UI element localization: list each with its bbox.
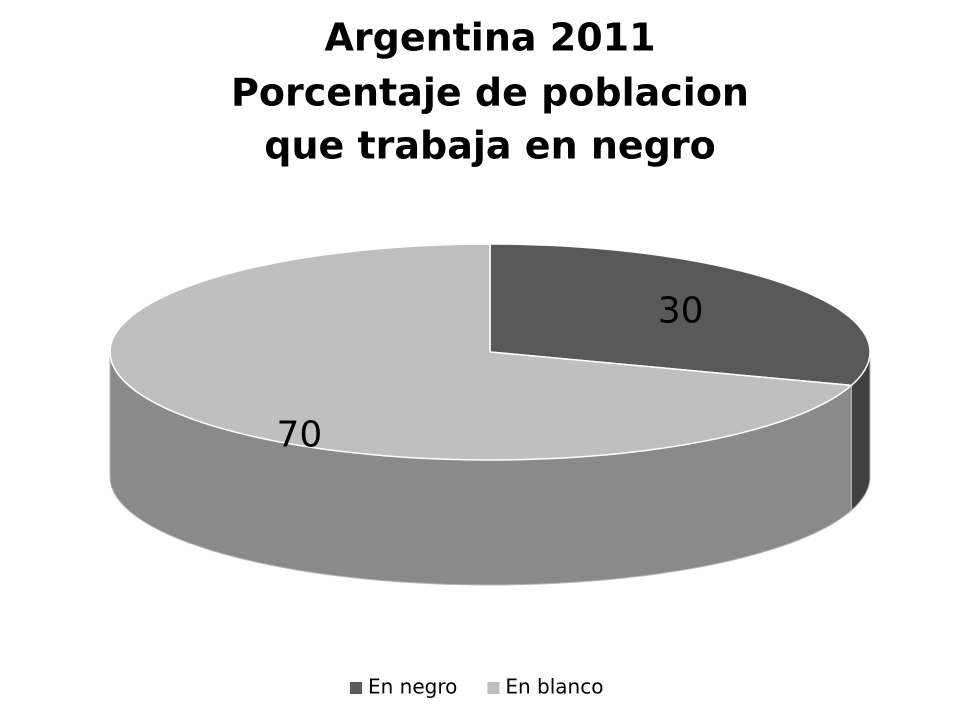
- legend-label: En negro: [368, 675, 457, 699]
- legend-label: En blanco: [505, 675, 603, 699]
- legend-swatch: [487, 682, 500, 694]
- chart-title: Porcentaje de poblacion: [231, 71, 749, 115]
- chart-title: Argentina 2011: [324, 16, 655, 60]
- data-label: 70: [276, 414, 322, 455]
- data-label: 30: [658, 291, 704, 332]
- chart-title: que trabaja en negro: [264, 124, 715, 168]
- slice: [489, 243, 871, 387]
- slice: [109, 243, 854, 461]
- legend-swatch: [350, 682, 362, 694]
